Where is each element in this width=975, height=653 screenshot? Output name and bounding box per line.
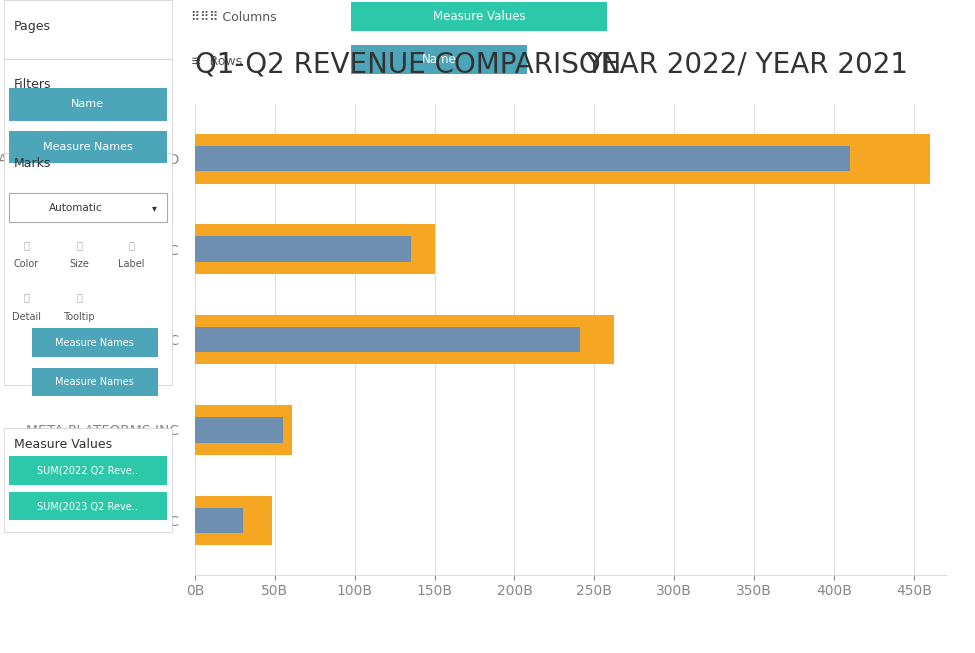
Text: Measure Names: Measure Names bbox=[56, 377, 135, 387]
Bar bbox=[195, 146, 850, 171]
Text: ⬛: ⬛ bbox=[129, 240, 135, 250]
Text: Detail: Detail bbox=[12, 311, 41, 322]
Bar bbox=[9, 492, 167, 520]
Text: ⬛: ⬛ bbox=[23, 240, 29, 250]
Text: YEAR 2022/ YEAR 2021: YEAR 2022/ YEAR 2021 bbox=[585, 50, 908, 78]
Bar bbox=[195, 496, 272, 545]
Text: Automatic: Automatic bbox=[49, 202, 102, 213]
Bar bbox=[31, 368, 158, 396]
Bar bbox=[195, 224, 435, 274]
Bar bbox=[195, 508, 243, 533]
Text: Measure Names: Measure Names bbox=[56, 338, 135, 348]
Text: SUM(2023 Q2 Reve..: SUM(2023 Q2 Reve.. bbox=[37, 501, 138, 511]
Text: Label: Label bbox=[118, 259, 145, 270]
Text: Measure Values: Measure Values bbox=[14, 438, 112, 451]
Bar bbox=[4, 59, 172, 153]
Bar bbox=[4, 153, 172, 385]
Text: Measure Values: Measure Values bbox=[433, 10, 526, 23]
Bar bbox=[351, 44, 527, 74]
Bar bbox=[9, 131, 167, 163]
Bar bbox=[4, 428, 172, 532]
Bar bbox=[9, 456, 167, 485]
Text: Name: Name bbox=[71, 99, 104, 110]
Text: ⬛: ⬛ bbox=[76, 292, 82, 302]
Bar bbox=[351, 1, 607, 31]
Text: ⬛: ⬛ bbox=[76, 240, 82, 250]
Text: Size: Size bbox=[69, 259, 89, 270]
Text: Marks: Marks bbox=[14, 157, 52, 170]
Bar bbox=[195, 134, 930, 183]
Text: ⠿⠿⠿ Columns: ⠿⠿⠿ Columns bbox=[191, 10, 277, 24]
Text: Q1-Q2 REVENUE COMPARISON: Q1-Q2 REVENUE COMPARISON bbox=[195, 50, 621, 78]
Bar bbox=[195, 405, 292, 455]
Bar bbox=[31, 328, 158, 357]
Text: SUM(2022 Q2 Reve..: SUM(2022 Q2 Reve.. bbox=[37, 465, 138, 475]
Bar bbox=[195, 236, 410, 262]
Bar bbox=[4, 0, 172, 59]
Bar bbox=[9, 88, 167, 121]
Bar bbox=[195, 327, 580, 352]
Text: Pages: Pages bbox=[14, 20, 51, 33]
Bar bbox=[9, 193, 167, 222]
Text: ▾: ▾ bbox=[152, 202, 157, 213]
Text: ⬛: ⬛ bbox=[23, 292, 29, 302]
Bar bbox=[195, 417, 283, 443]
Text: Color: Color bbox=[14, 259, 39, 270]
Text: Measure Names: Measure Names bbox=[43, 142, 133, 152]
Bar bbox=[195, 315, 613, 364]
Text: Filters: Filters bbox=[14, 78, 52, 91]
Text: Name: Name bbox=[422, 53, 456, 66]
Text: ≡  Rows: ≡ Rows bbox=[191, 55, 243, 68]
Text: Tooltip: Tooltip bbox=[63, 311, 95, 322]
